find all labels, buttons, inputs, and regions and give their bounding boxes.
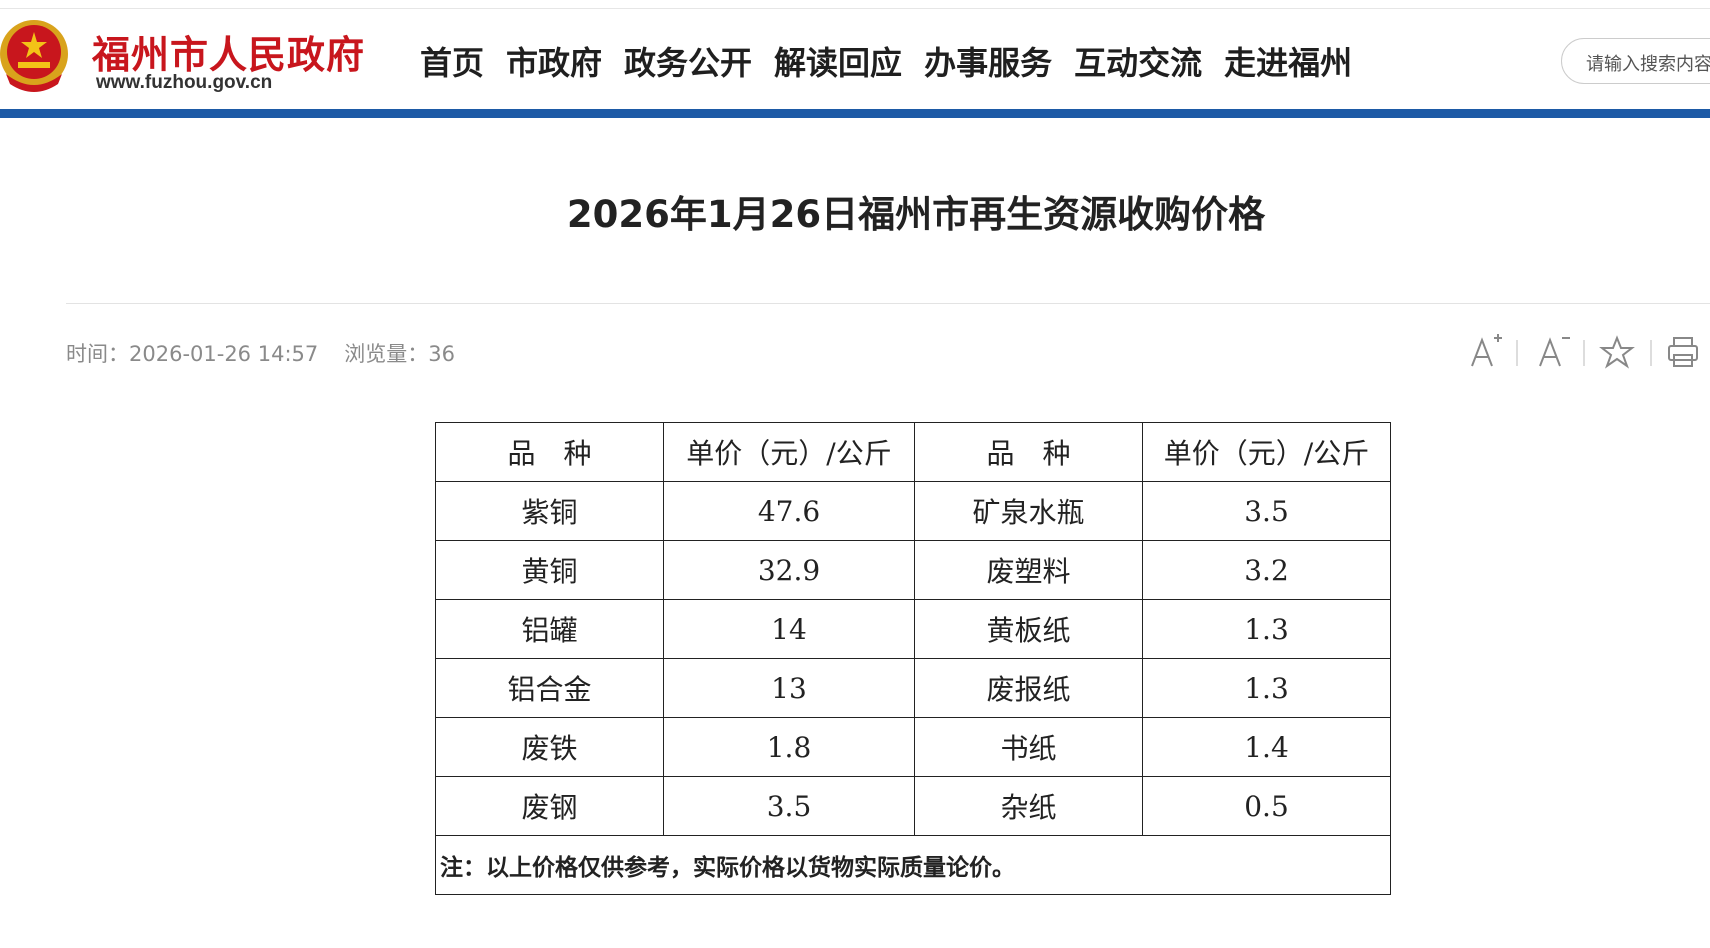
cell: 3.5 xyxy=(1142,481,1391,541)
cell: 废铁 xyxy=(435,717,664,777)
header-cell: 单价（元）/公斤 xyxy=(663,422,915,482)
cell: 黄铜 xyxy=(435,540,664,600)
row: 铝罐 14 黄板纸 1.3 xyxy=(435,599,1391,659)
header-cell: 品 种 xyxy=(914,422,1143,482)
cell: 32.9 xyxy=(663,540,915,600)
nav-item[interactable]: 政务公开 xyxy=(624,44,753,82)
cell: 废钢 xyxy=(435,776,664,836)
nav-item[interactable]: 走进福州 xyxy=(1224,44,1353,82)
price-table: 品 种单价（元）/公斤品 种单价（元）/公斤 紫铜 47.6 矿泉水瓶 3.5 黄铜 32.… xyxy=(435,422,1391,895)
emblem xyxy=(0,20,68,92)
cell: 紫铜 xyxy=(435,481,664,541)
search-box[interactable]: 请输入搜索内容 xyxy=(1561,38,1710,84)
favorite[interactable] xyxy=(1599,335,1635,369)
header-row: 品 种单价（元）/公斤品 种单价（元）/公斤 xyxy=(435,422,1391,482)
time: 时间：2026-01-26 14:57 xyxy=(66,342,319,366)
site-name[interactable]: 福州市人民政府 xyxy=(92,32,366,77)
site-url: www.fuzhou.gov.cn xyxy=(96,72,273,93)
font-larger[interactable] xyxy=(1471,334,1502,367)
row: 废钢 3.5 杂纸 0.5 xyxy=(435,776,1391,836)
search-placeholder: 请输入搜索内容 xyxy=(1586,54,1710,75)
cell: 杂纸 xyxy=(914,776,1143,836)
row: 黄铜 32.9 废塑料 3.2 xyxy=(435,540,1391,600)
divider xyxy=(66,303,1710,304)
print[interactable] xyxy=(1668,337,1698,367)
cell: 14 xyxy=(663,599,915,659)
cell: 铝罐 xyxy=(435,599,664,659)
tools xyxy=(1471,334,1698,369)
row: 铝合金 13 废报纸 1.3 xyxy=(435,658,1391,718)
cell: 47.6 xyxy=(663,481,915,541)
cell: 3.5 xyxy=(663,776,915,836)
cell: 黄板纸 xyxy=(914,599,1143,659)
cell: 矿泉水瓶 xyxy=(914,481,1143,541)
cell: 废报纸 xyxy=(914,658,1143,718)
cell: 1.3 xyxy=(1142,599,1391,659)
cell: 13 xyxy=(663,658,915,718)
cell: 1.4 xyxy=(1142,717,1391,777)
top-line xyxy=(0,8,1710,9)
row: 废铁 1.8 书纸 1.4 xyxy=(435,717,1391,777)
row: 紫铜 47.6 矿泉水瓶 3.5 xyxy=(435,481,1391,541)
cell: 废塑料 xyxy=(914,540,1143,600)
cell: 1.8 xyxy=(663,717,915,777)
nav-item[interactable]: 市政府 xyxy=(506,44,603,82)
nav-item[interactable]: 互动交流 xyxy=(1074,44,1203,82)
nav-item[interactable]: 首页 xyxy=(420,44,485,82)
views: 浏览量：36 xyxy=(344,342,455,366)
nav-item[interactable]: 办事服务 xyxy=(924,44,1053,82)
cell: 0.5 xyxy=(1142,776,1391,836)
cell: 3.2 xyxy=(1142,540,1391,600)
cell: 1.3 xyxy=(1142,658,1391,718)
article-meta: 时间：2026-01-26 14:57 浏览量：36 xyxy=(66,338,455,368)
note-row: 注：以上价格仅供参考，实际价格以货物实际质量论价。 xyxy=(435,835,1391,895)
cell: 铝合金 xyxy=(435,658,664,718)
cell: 书纸 xyxy=(914,717,1143,777)
header-cell: 单价（元）/公斤 xyxy=(1142,422,1391,482)
nav: 首页 市政府 政务公开 解读回应 办事服务 互动交流 走进福州 xyxy=(420,38,1352,84)
font-smaller[interactable] xyxy=(1539,337,1570,367)
header-cell: 品 种 xyxy=(435,422,664,482)
note: 注：以上价格仅供参考，实际价格以货物实际质量论价。 xyxy=(435,835,1391,895)
header-bar xyxy=(0,109,1710,118)
article-title: 2026年1月26日福州市再生资源收购价格 xyxy=(566,193,1266,236)
nav-item[interactable]: 解读回应 xyxy=(774,44,903,82)
